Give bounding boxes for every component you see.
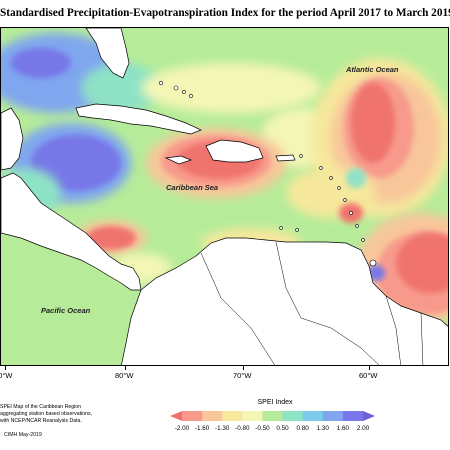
legend-value: 0.80: [296, 425, 309, 432]
legend-swatch: [302, 411, 324, 421]
spei-map: Atlantic Ocean Caribbean Sea Pacific Oce…: [0, 27, 449, 366]
longitude-tick-60w: 60°W: [359, 371, 378, 380]
legend-swatch: [363, 411, 375, 421]
legend-swatch: [182, 411, 203, 421]
legend-colorbar: [170, 411, 375, 421]
caribbean-sea-label: Caribbean Sea: [166, 183, 219, 192]
legend-swatch: [322, 411, 344, 421]
tick-mark: [369, 366, 370, 370]
legend-swatch: [262, 411, 284, 421]
south-america: [121, 237, 448, 365]
spei-field: [1, 28, 448, 365]
yucatan: [1, 107, 24, 171]
central-america: [1, 172, 142, 291]
puerto-rico: [275, 154, 296, 162]
tick-mark: [125, 366, 126, 370]
spei-map-canvas: [1, 28, 448, 365]
legend-title: SPEI Index: [257, 399, 293, 406]
map-title: Standardised Precipitation-Evapotranspir…: [0, 7, 450, 19]
islands: [158, 80, 377, 267]
description-line: with NCEP/NCAR Reanalysis Data.: [0, 417, 82, 424]
pacific-ocean-label: Pacific Ocean: [41, 306, 91, 315]
florida: [85, 28, 130, 79]
legend-value: 1.30: [316, 425, 329, 432]
legend-value: -1.60: [194, 425, 210, 432]
description-line: SPEI Map of the Caribbean Region: [0, 404, 82, 410]
legend-swatch: [170, 411, 182, 421]
hispaniola: [205, 139, 264, 163]
borders: [200, 241, 424, 365]
legend-swatch: [282, 411, 304, 421]
legend-value: -2.00: [174, 425, 190, 432]
legend-value: -0.50: [255, 425, 270, 432]
legend-value: -1.30: [215, 425, 230, 432]
longitude-tick-90w: 90°W: [0, 371, 13, 380]
legend-value: 1.60: [336, 425, 349, 432]
cuba: [75, 103, 202, 135]
tick-mark: [243, 366, 244, 370]
tick-mark: [5, 366, 6, 370]
longitude-tick-70w: 70°W: [233, 371, 252, 380]
legend-value: 2.00: [356, 425, 370, 432]
legend-swatch: [242, 411, 263, 421]
longitude-tick-80w: 80°W: [115, 371, 134, 380]
credit-text: CIMH May-2019: [4, 432, 42, 438]
legend-swatch: [342, 411, 364, 421]
description-line: aggregating station based observations,: [0, 410, 92, 417]
jamaica: [164, 155, 193, 165]
legend-value: 0.50: [276, 425, 289, 432]
map-description: SPEI Map of the Caribbean Region aggrega…: [0, 404, 110, 424]
land-masses: [1, 28, 448, 365]
legend-swatch: [222, 411, 243, 421]
atlantic-ocean-label: Atlantic Ocean: [346, 65, 399, 74]
legend-swatch: [202, 411, 223, 421]
legend-value: -0.80: [235, 425, 250, 432]
